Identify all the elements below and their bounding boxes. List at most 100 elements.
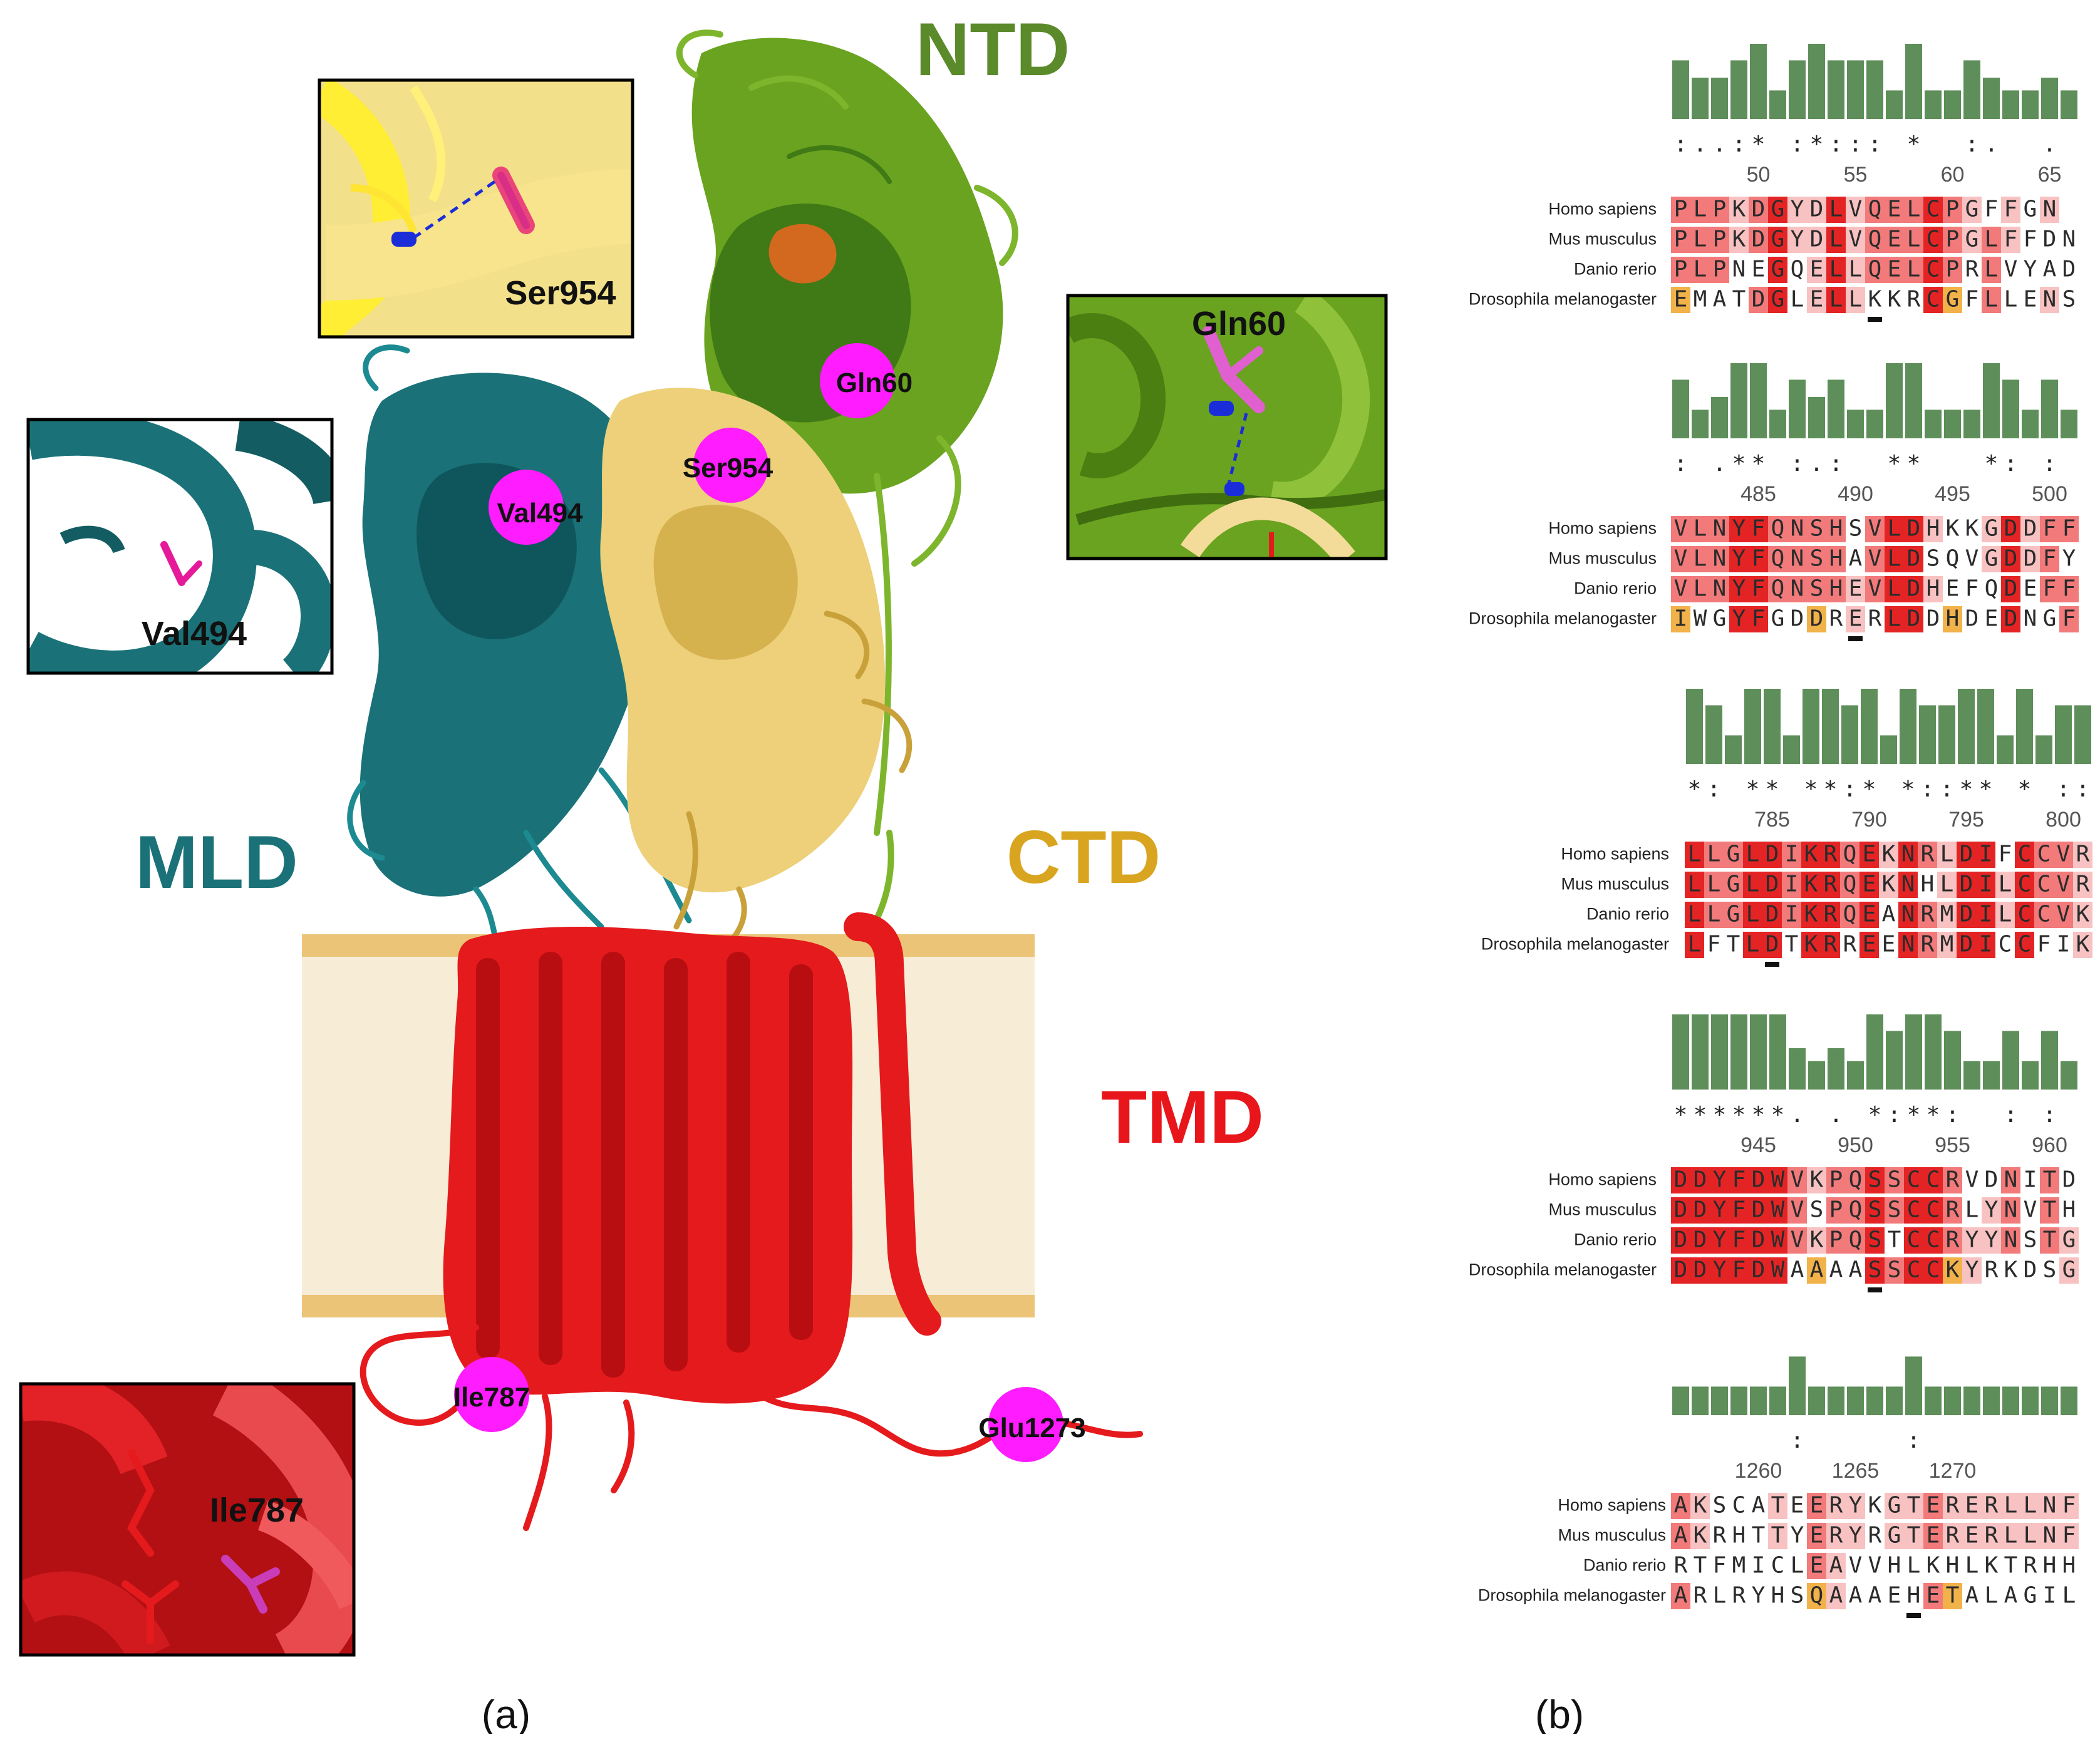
residue-cell <box>1749 516 1768 542</box>
residue-letter: I <box>2024 1167 2037 1193</box>
residue-letter: L <box>2004 1523 2018 1549</box>
residue-letter: R <box>1946 1493 1960 1518</box>
residue-label-ile787: Ile787 <box>453 1382 530 1413</box>
residue-cell <box>1768 1493 1787 1519</box>
residue-cell <box>1710 516 1729 542</box>
residue-letter: D <box>1752 227 1766 252</box>
conservation-bar <box>1880 735 1897 764</box>
conservation-symbol: : <box>1868 131 1882 157</box>
conservation-bar <box>1847 1061 1864 1090</box>
residue-cell <box>1749 1197 1768 1224</box>
residue-letter: T <box>1785 932 1799 957</box>
residue-letter: D <box>2004 576 2018 602</box>
residue-letter: G <box>1727 842 1741 867</box>
residue-letter: G <box>1985 546 1999 572</box>
residue-letter: P <box>1829 1197 1843 1223</box>
residue-cell <box>1690 257 1710 283</box>
residue-letter: D <box>1791 606 1804 632</box>
residue-letter: L <box>1746 872 1760 897</box>
residue-cell <box>1859 902 1879 928</box>
residue-cell <box>1729 1167 1749 1193</box>
residue-cell <box>1826 576 1846 602</box>
residue-cell <box>1826 257 1846 283</box>
residue-letter: N <box>1791 516 1804 542</box>
residue-cell <box>1743 872 1762 898</box>
residue-letter: A <box>1752 1493 1766 1518</box>
conservation-symbol: : <box>1829 451 1843 477</box>
residue-cell <box>2059 1257 2079 1284</box>
residue-letter: H <box>2043 1553 2057 1579</box>
residue-cell <box>1787 546 1807 572</box>
residue-cell <box>1885 257 1904 283</box>
residue-cell <box>1671 197 1690 223</box>
residue-letter: F <box>2024 227 2037 252</box>
residue-cell <box>1982 287 2001 313</box>
conservation-bar <box>1692 410 1709 438</box>
residue-letter: K <box>1694 1523 1707 1549</box>
residue-letter: G <box>1771 197 1785 222</box>
residue-glu1273[interactable]: Glu1273 <box>978 1387 1086 1462</box>
residue-cell <box>1904 1167 1923 1193</box>
residue-cell <box>1685 932 1704 958</box>
residue-cell <box>1865 546 1885 572</box>
residue-cell <box>2073 932 2092 958</box>
residue-val494[interactable]: Val494 <box>489 470 583 545</box>
residue-letter: D <box>1694 1197 1707 1223</box>
residue-letter: L <box>1940 842 1954 867</box>
conservation-bar <box>1828 1048 1844 1090</box>
residue-letter: K <box>1810 1167 1824 1193</box>
residue-cell <box>1943 227 1962 253</box>
residue-letter: H <box>1946 606 1960 632</box>
residue-cell <box>1962 1227 1982 1254</box>
position-tick: 500 <box>2032 482 2067 506</box>
mutation-marker <box>1906 1613 1921 1618</box>
residue-cell <box>1904 516 1923 542</box>
residue-ile787[interactable]: Ile787 <box>453 1357 530 1432</box>
residue-letter: C <box>2037 872 2051 897</box>
residue-letter: L <box>1999 902 2012 927</box>
residue-cell <box>1923 287 1943 313</box>
residue-cell <box>1768 227 1787 253</box>
conservation-bar <box>2002 379 2019 438</box>
residue-letter: S <box>1888 1167 1901 1193</box>
species-label: Danio rerio <box>1586 905 1669 924</box>
residue-cell <box>1768 516 1787 542</box>
conservation-bar <box>1905 1014 1922 1090</box>
residue-letter: L <box>1688 902 1702 927</box>
residue-cell <box>1904 197 1923 223</box>
residue-cell <box>1976 842 1995 868</box>
conservation-bar <box>1672 1014 1689 1090</box>
residue-cell <box>1923 1197 1943 1224</box>
residue-cell <box>1937 842 1957 868</box>
residue-letter: L <box>1713 1583 1727 1609</box>
residue-letter: R <box>1824 872 1838 897</box>
residue-gln60[interactable]: Gln60 <box>820 343 913 418</box>
ntd-structure <box>676 29 1018 942</box>
residue-cell <box>1846 197 1865 223</box>
residue-cell <box>1957 902 1976 928</box>
residue-letter: G <box>1965 197 1979 222</box>
position-tick: 55 <box>1844 163 1868 187</box>
conservation-symbol: : <box>2057 776 2071 802</box>
residue-cell <box>1923 576 1943 602</box>
residue-cell <box>1937 902 1957 928</box>
conservation-symbol: * <box>1985 451 1999 477</box>
position-tick: 800 <box>2046 808 2081 832</box>
residue-letter: S <box>1713 1493 1727 1518</box>
residue-cell <box>1690 516 1710 542</box>
conservation-bar <box>2002 90 2019 119</box>
species-label: Drosophila melanogaster <box>1478 1586 1666 1605</box>
residue-letter: C <box>1907 1227 1921 1253</box>
residue-letter: L <box>1965 1553 1979 1579</box>
residue-letter: E <box>1927 1493 1940 1518</box>
residue-ser954[interactable]: Ser954 <box>683 428 773 503</box>
residue-cell <box>1768 1197 1787 1224</box>
conservation-bar <box>1886 1031 1903 1090</box>
residue-cell <box>2001 197 2020 223</box>
species-label: Drosophila melanogaster <box>1469 1260 1657 1279</box>
residue-cell <box>1690 546 1710 572</box>
conservation-symbol: * <box>1960 776 1973 802</box>
conservation-bar <box>1925 410 1942 438</box>
residue-cell <box>1729 1197 1749 1224</box>
